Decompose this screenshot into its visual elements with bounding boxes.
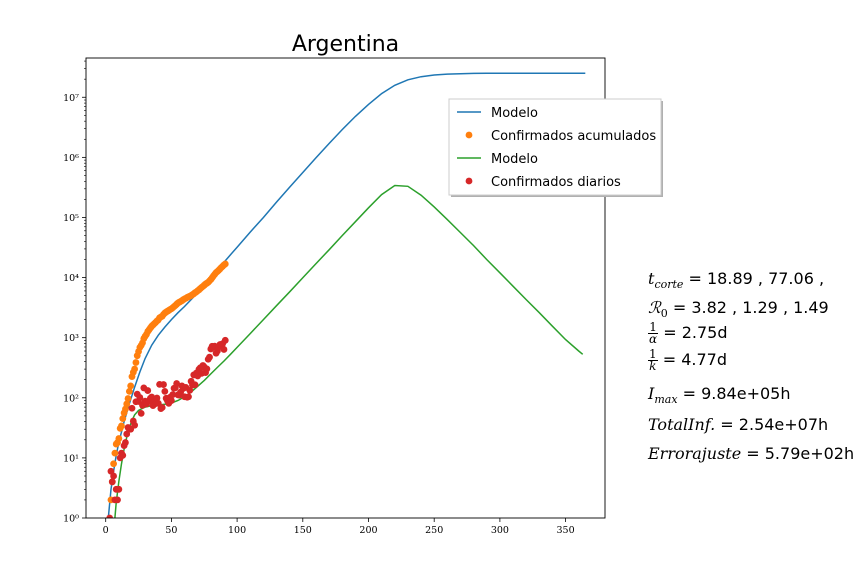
annotation-t-corte: tcorte = 18.89 , 77.06 , (648, 269, 824, 291)
k-numerator: 1 (648, 347, 658, 361)
imax-symbol: I (648, 384, 655, 403)
annotation-error: Errorajuste = 5.79e+02h (648, 444, 854, 463)
legend-marker-confirmados-diarios (465, 177, 473, 185)
legend-marker-confirmados-acumulados (465, 131, 473, 139)
data-point-confirmados-diarios (221, 336, 229, 344)
t-corte-value: = 18.89 , 77.06 , (683, 269, 825, 288)
data-point-confirmados-acumulados (118, 422, 125, 430)
y-tick-label: 10⁶ (63, 153, 79, 164)
t-subscript: corte (654, 278, 684, 292)
data-point-confirmados-diarios (220, 346, 228, 353)
data-point-confirmados-acumulados (122, 405, 129, 413)
data-point-confirmados-diarios (173, 380, 181, 387)
data-point-confirmados-acumulados (221, 260, 229, 268)
data-point-confirmados-diarios (110, 472, 117, 480)
data-point-confirmados-diarios (191, 381, 199, 389)
alpha-numerator: 1 (648, 320, 659, 334)
r-symbol: ℛ (648, 298, 661, 317)
x-tick-label: 250 (425, 525, 443, 536)
data-point-confirmados-diarios (137, 409, 145, 417)
alpha-denominator: α (649, 332, 658, 346)
x-tick-label: 0 (103, 525, 109, 536)
legend-label-confirmados-diarios: Confirmados diarios (491, 175, 621, 190)
k-denominator: k (649, 359, 657, 373)
x-tick-label: 100 (228, 525, 246, 536)
legend-box (448, 98, 662, 196)
legend-label-modelo: Modelo (491, 106, 538, 121)
legend-label-modelo: Modelo (491, 152, 538, 167)
data-point-confirmados-acumulados (110, 460, 117, 468)
data-point-confirmados-diarios (128, 404, 136, 412)
data-point-confirmados-acumulados (125, 387, 133, 395)
y-tick-label: 10² (63, 393, 79, 404)
data-point-confirmados-acumulados (131, 365, 139, 373)
x-tick-label: 50 (165, 525, 177, 536)
data-point-confirmados-acumulados (111, 449, 119, 457)
data-point-confirmados-diarios (161, 387, 169, 395)
data-point-confirmados-diarios (106, 514, 114, 518)
data-point-confirmados-acumulados (119, 415, 127, 423)
data-point-confirmados-diarios (114, 496, 121, 504)
y-tick-label: 10⁴ (63, 273, 79, 284)
data-point-confirmados-diarios (131, 421, 139, 429)
data-point-confirmados-diarios (160, 381, 167, 388)
annotation-imax: Imax = 9.84e+05h (648, 384, 790, 406)
data-point-confirmados-diarios (186, 386, 194, 394)
error-value: = 5.79e+02h (741, 444, 855, 463)
y-tick-label: 10¹ (63, 453, 79, 464)
annotation-r0: ℛ0 = 3.82 , 1.29 , 1.49 (648, 298, 829, 320)
error-symbol: Errorajuste (648, 444, 742, 463)
y-tick-label: 10⁷ (63, 93, 79, 104)
data-point-confirmados-diarios (169, 391, 177, 398)
r-subscript: 0 (660, 307, 668, 321)
data-point-confirmados-diarios (158, 404, 166, 411)
series-line-modelo-2 (114, 184, 584, 518)
plot-area (106, 72, 586, 518)
y-tick-label: 10³ (63, 333, 79, 344)
y-tick-label: 10⁰ (63, 514, 79, 525)
data-point-confirmados-acumulados (124, 395, 132, 402)
y-tick-label: 10⁵ (63, 213, 79, 224)
annotation-total-inf: TotalInf. = 2.54e+07h (648, 415, 828, 434)
data-point-confirmados-diarios (136, 394, 144, 401)
alpha-value: = 2.75d (658, 323, 728, 342)
data-point-confirmados-diarios (115, 485, 123, 493)
k-value: = 4.77d (657, 350, 727, 369)
imax-value: = 9.84e+05h (677, 384, 791, 403)
data-point-confirmados-diarios (119, 452, 127, 459)
data-point-confirmados-acumulados (127, 382, 135, 390)
data-point-confirmados-diarios (168, 397, 175, 404)
x-tick-label: 200 (359, 525, 377, 536)
data-point-confirmados-diarios (185, 393, 192, 401)
data-point-confirmados-diarios (122, 439, 129, 446)
data-point-confirmados-diarios (108, 478, 116, 486)
total-inf-symbol: TotalInf. (648, 415, 716, 434)
total-inf-value: = 2.54e+07h (715, 415, 829, 434)
data-point-confirmados-diarios (153, 394, 161, 402)
t-symbol: t (648, 269, 655, 288)
x-tick-label: 150 (294, 525, 312, 536)
data-point-confirmados-acumulados (132, 359, 140, 366)
data-point-confirmados-diarios (203, 365, 211, 373)
series-line-modelo-0 (107, 72, 586, 518)
x-tick-label: 350 (557, 525, 575, 536)
x-tick-label: 300 (491, 525, 509, 536)
plot-frame (85, 57, 606, 519)
data-point-confirmados-acumulados (123, 400, 131, 408)
r0-value: = 3.82 , 1.29 , 1.49 (667, 298, 829, 317)
legend-label-confirmados-acumulados: Confirmados acumulados (491, 129, 656, 144)
imax-subscript: max (654, 393, 678, 407)
data-point-confirmados-diarios (206, 353, 213, 361)
data-point-confirmados-diarios (144, 387, 152, 394)
chart-title: Argentina (292, 32, 399, 57)
data-point-confirmados-acumulados (115, 435, 123, 442)
